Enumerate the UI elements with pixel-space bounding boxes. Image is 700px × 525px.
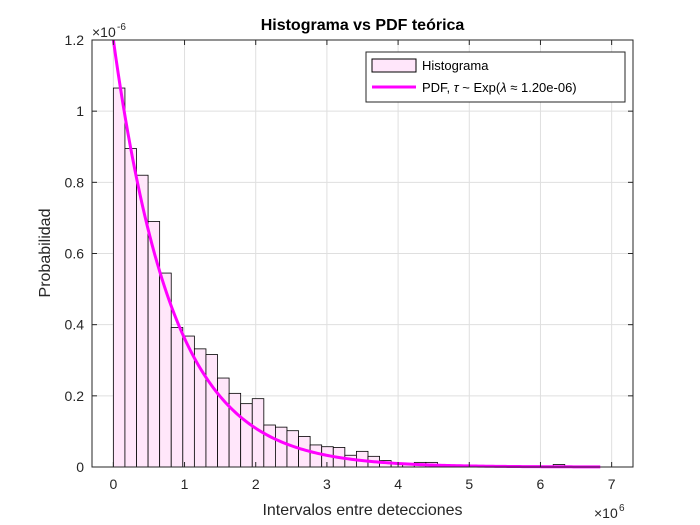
legend: Histograma PDF, τ ~ Exp(λ ≈ 1.20e-06) [366, 52, 625, 102]
x-tick-label: 5 [465, 476, 473, 492]
histogram-bar [229, 393, 241, 467]
x-tick-label: 7 [608, 476, 616, 492]
y-tick-label: 0.2 [65, 388, 85, 404]
y-tick-label: 0.8 [65, 174, 85, 190]
histogram-bar [218, 378, 230, 467]
legend-pdf-mid: ~ Exp( [459, 80, 501, 95]
y-exponent-base: ×10 [92, 24, 116, 40]
y-tick-label: 0.6 [65, 246, 85, 262]
legend-pdf-prefix: PDF, [422, 80, 454, 95]
legend-pdf-approx: ≈ [507, 80, 521, 95]
x-axis-label: Intervalos entre detecciones [262, 502, 462, 519]
x-exponent-power: 6 [619, 503, 625, 514]
x-tick-label: 2 [252, 476, 260, 492]
legend-pdf-value: 1.20e-06) [521, 80, 577, 95]
x-tick-label: 1 [181, 476, 189, 492]
y-exponent-power: -6 [117, 22, 126, 33]
x-tick-label: 6 [537, 476, 545, 492]
y-tick-label: 0 [76, 459, 84, 475]
legend-hist-swatch [372, 59, 416, 72]
x-exponent-base: ×10 [594, 505, 618, 521]
histogram-bar [125, 149, 137, 467]
histogram-bar [148, 221, 160, 467]
histogram-bar [310, 445, 322, 467]
histogram-bar [171, 328, 183, 467]
histogram-bar [241, 404, 253, 467]
y-tick-label: 1.2 [65, 32, 85, 48]
x-tick-label: 3 [323, 476, 331, 492]
x-tick-label: 0 [109, 476, 117, 492]
legend-pdf-lambda: λ [499, 80, 506, 95]
y-tick-label: 0.4 [65, 317, 85, 333]
y-tick-label: 1 [76, 103, 84, 119]
y-axis-label: Probabilidad [37, 209, 54, 298]
histogram-bar [275, 427, 287, 467]
histogram-bar [206, 355, 218, 467]
histogram-bar [113, 88, 125, 467]
legend-hist-label: Histograma [422, 58, 489, 73]
x-tick-label: 4 [394, 476, 402, 492]
legend-pdf-label: PDF, τ ~ Exp(λ ≈ 1.20e-06) [422, 80, 577, 95]
chart-title: Histograma vs PDF teórica [261, 17, 465, 34]
histogram-bar [264, 425, 276, 467]
